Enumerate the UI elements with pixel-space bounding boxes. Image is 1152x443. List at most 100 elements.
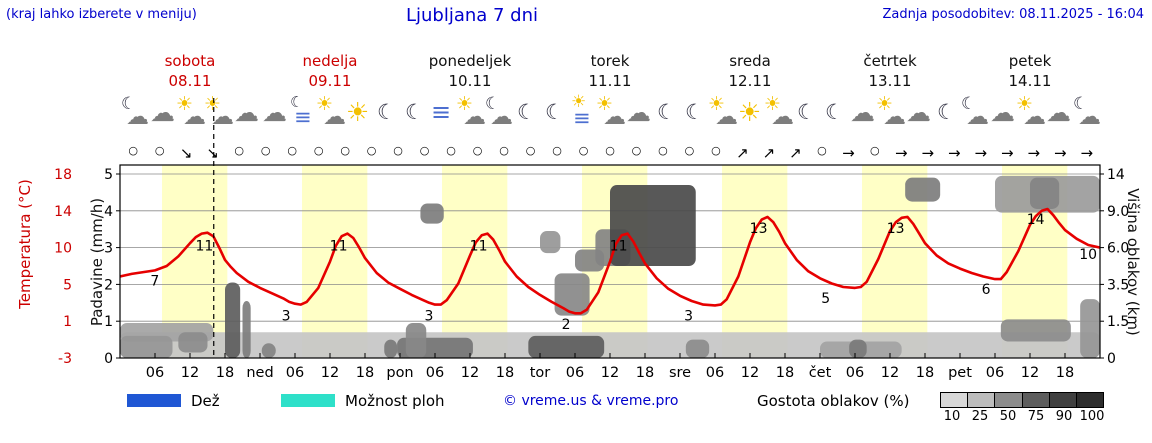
moon-icon: ☾ <box>657 100 676 124</box>
moon-icon: ☾ <box>825 100 844 124</box>
cloud-blob <box>1000 319 1071 342</box>
cloud-blob <box>242 300 251 358</box>
wind-barb-e-icon: → <box>895 144 908 162</box>
cloud-height-tick: 1.5 <box>1107 314 1129 330</box>
day-date: 09.11 <box>308 72 352 90</box>
wind-calm-icon: ○ <box>287 144 297 157</box>
x-day-label: pet <box>948 365 972 381</box>
density-swatch-50 <box>994 393 1022 407</box>
wind-calm-icon: ○ <box>578 144 589 157</box>
x-day-label: tor <box>530 365 551 381</box>
x-hour-label: 06 <box>426 365 444 381</box>
cloud-height-tick: 3.5 <box>1107 277 1129 293</box>
mooncloud-icon: ☾ ☁ <box>485 94 513 130</box>
suncloud-icon: ☀ ☁ <box>708 93 738 130</box>
cloud-blob <box>384 339 398 358</box>
moon-icon: ☾ <box>517 100 536 124</box>
temperature-tick: 18 <box>54 167 72 183</box>
precip-tick: 2 <box>104 277 113 293</box>
wind-calm-icon: ○ <box>711 144 721 157</box>
temp-value-label: 11 <box>196 238 214 254</box>
day-date: 08.11 <box>168 72 212 90</box>
day-name: četrtek <box>863 52 917 70</box>
wind-calm-icon: ○ <box>393 144 403 157</box>
x-hour-label: 18 <box>636 365 654 381</box>
cloud-blob <box>554 273 590 316</box>
precipitation-axis-label: Padavine (mm/h) <box>88 197 106 327</box>
wind-barb-e-icon: → <box>1080 144 1094 162</box>
x-hour-label: 12 <box>321 365 339 381</box>
sun-icon: ☀ <box>738 98 762 128</box>
suncloud-icon: ☀ ☁ <box>1016 93 1046 130</box>
precip-tick: 5 <box>104 167 113 183</box>
wind-calm-icon: ○ <box>817 144 827 157</box>
x-hour-label: 12 <box>1021 365 1039 381</box>
wind-calm-icon: ○ <box>631 144 642 157</box>
x-day-label: ned <box>246 365 273 381</box>
day-header-sobota: sobota 08.11 <box>120 51 260 91</box>
precip-tick: 3 <box>104 241 113 257</box>
x-hour-label: 18 <box>1056 365 1074 381</box>
density-value: 50 <box>999 409 1017 424</box>
rain-legend-label: Dež <box>191 392 220 410</box>
density-swatch-25 <box>967 393 995 407</box>
temperature-tick: 5 <box>63 277 72 293</box>
day-name: torek <box>590 52 630 70</box>
wind-calm-icon: ○ <box>499 144 509 157</box>
temperature-tick: 10 <box>54 241 72 257</box>
density-value: 10 <box>943 409 961 424</box>
copyright-link[interactable]: © vreme.us & vreme.pro <box>503 393 679 409</box>
fogsun-icon: ☀ ≡ <box>571 92 591 130</box>
density-value: 25 <box>971 409 989 424</box>
day-date: 13.11 <box>868 72 912 90</box>
day-date: 14.11 <box>1008 72 1052 90</box>
cloud-height-tick: 14 <box>1107 167 1125 183</box>
day-date: 10.11 <box>448 72 492 90</box>
moon-icon: ☾ <box>937 100 956 124</box>
wind-barb-e-icon: → <box>1027 144 1041 162</box>
density-swatch-75 <box>1021 393 1049 407</box>
showers-legend-label: Možnost ploh <box>345 392 445 410</box>
cloud-height-tick: 0 <box>1107 351 1116 367</box>
cloud-icon: ☁ <box>150 98 175 127</box>
day-header-torek: torek 11.11 <box>540 51 680 91</box>
temp-value-label: 11 <box>470 238 488 254</box>
temp-value-label: 11 <box>610 238 628 254</box>
wind-barb-e-icon: → <box>921 144 935 162</box>
mooncloud-icon: ☾ ☁ <box>121 94 149 130</box>
day-header-sreda: sreda 12.11 <box>680 51 820 91</box>
temperature-axis-label: Temperatura (°C) <box>16 179 34 309</box>
moon-icon: ☾ <box>377 100 396 124</box>
suncloud-icon: ☀ ☁ <box>176 93 206 130</box>
moon-icon: ☾ <box>545 100 564 124</box>
cloud-blob <box>528 335 605 358</box>
showers-legend-swatch <box>281 394 335 407</box>
cloud-icon: ☁ <box>234 98 259 127</box>
cloud-density-scale-bar <box>940 392 1104 408</box>
precip-tick: 4 <box>104 204 113 220</box>
temp-value-label: 6 <box>982 282 991 298</box>
wind-calm-icon: ○ <box>472 144 483 157</box>
wind-barb-e-icon: → <box>948 144 961 162</box>
density-swatch-100 <box>1075 393 1104 407</box>
wind-barb-ne-icon: ↗ <box>789 144 802 162</box>
x-day-label: sre <box>669 365 691 381</box>
wind-calm-icon: ○ <box>313 144 324 157</box>
cloud-blob <box>610 185 696 266</box>
cloud-blob <box>120 335 173 358</box>
temp-value-label: 10 <box>1079 247 1097 263</box>
wind-calm-icon: ○ <box>658 144 668 157</box>
cloud-icon: ☁ <box>262 98 287 127</box>
day-header-četrtek: četrtek 13.11 <box>820 51 960 91</box>
x-hour-label: 18 <box>496 365 514 381</box>
temp-value-label: 13 <box>887 221 905 237</box>
mooncloud-icon: ☾ ☁ <box>1073 94 1101 130</box>
wind-barb-se-icon: ↘ <box>179 144 193 162</box>
x-day-label: pon <box>386 365 413 381</box>
temp-value-label: 13 <box>750 221 768 237</box>
suncloud-icon: ☀ ☁ <box>316 93 346 130</box>
temp-value-label: 5 <box>821 291 830 307</box>
x-day-label: čet <box>809 365 832 381</box>
daylight-band <box>722 165 788 358</box>
temp-value-label: 11 <box>330 238 348 254</box>
